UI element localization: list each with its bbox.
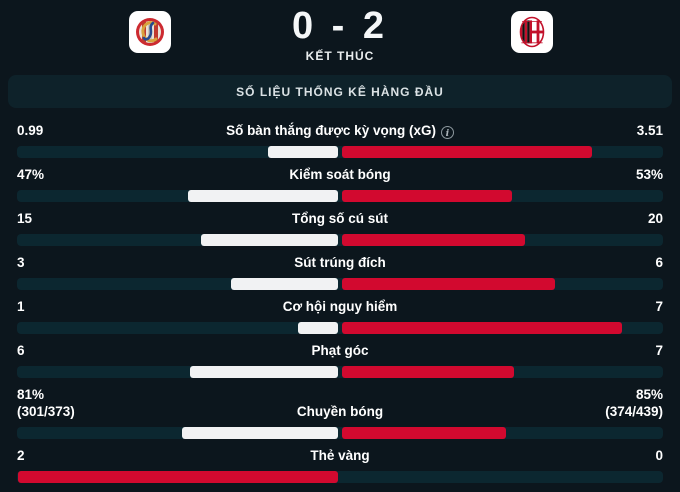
stat-header: 15 Tổng số cú súti 20 [17,210,663,227]
stat-row: 2 Thẻ vàngi 0 [17,447,663,483]
home-stat-bar [187,190,338,202]
stat-header: 0.99 Số bàn thắng được kỳ vọng (xG) i 3.5… [17,122,663,139]
away-stat-bar [342,278,556,290]
away-stat-bar [342,427,506,439]
away-stat-value: 85% (374/439) [605,387,663,419]
home-stat-value: 15 [17,211,33,226]
stat-row: 47% Kiểm soát bóngi 53% [17,166,663,202]
home-stat-bar [18,471,338,483]
stat-label: Kiểm soát bóng [289,167,391,182]
away-stat-value: 20 [647,211,663,226]
ac-milan-crest-icon [511,11,553,53]
home-team-logo[interactable] [128,10,172,54]
away-stat-bar [342,234,525,246]
stat-header: 3 Sút trúng đíchi 6 [17,254,663,271]
home-stat-bar [181,427,338,439]
away-stat-bar [342,322,623,334]
away-stat-bar [342,190,512,202]
stat-bar-track [17,471,663,483]
away-stat-value: 7 [655,299,664,314]
match-status: KẾT THÚC [305,49,375,63]
away-stat-value: 0 [655,448,664,463]
home-stat-bar [200,234,338,246]
home-stat-value: 1 [17,299,25,314]
stat-label: Phạt góc [311,343,369,358]
home-stat-bar [267,146,338,158]
stat-bar-track [17,146,663,158]
score-block: 0 - 2 KẾT THÚC [0,6,680,63]
stat-label: Tổng số cú sút [292,211,388,226]
stat-row: 6 Phạt góci 7 [17,342,663,378]
home-stat-bar [298,322,338,334]
home-stat-bar [231,278,338,290]
away-stat-bar [342,146,592,158]
away-stat-value: 3.51 [636,123,664,138]
stat-header: 1 Cơ hội nguy hiểmi 7 [17,298,663,315]
stats-section-title: SỐ LIỆU THỐNG KÊ HÀNG ĐẦU [236,84,444,99]
stat-row: 3 Sút trúng đíchi 6 [17,254,663,290]
home-stat-value: 47% [17,167,45,182]
stat-bar-track [17,234,663,246]
stat-bar-track [17,190,663,202]
home-stat-value: 0.99 [17,123,44,138]
info-icon[interactable]: i [440,126,454,139]
home-stat-value: 2 [17,448,25,463]
home-stat-value: 3 [17,255,25,270]
stats-section-header: SỐ LIỆU THỐNG KÊ HÀNG ĐẦU [8,75,672,108]
stat-bar-track [17,427,663,439]
stat-bar-track [17,366,663,378]
stat-label: Cơ hội nguy hiểm [282,299,398,314]
away-stat-value: 53% [635,167,664,182]
stat-header: 47% Kiểm soát bóngi 53% [17,166,663,183]
stat-bar-track [17,278,663,290]
stat-label: Số bàn thắng được kỳ vọng (xG) [226,123,436,138]
home-stat-bar [190,366,338,378]
stat-header: 6 Phạt góci 7 [17,342,663,359]
stat-header: 81%(301/373) Chuyền bóngi 85%(374/439) [17,386,663,420]
away-stat-value: 6 [655,255,663,270]
home-stat-value: 6 [17,343,25,358]
stat-row: 15 Tổng số cú súti 20 [17,210,663,246]
stat-row: 81%(301/373) Chuyền bóngi 85%(374/439) [17,386,663,439]
stat-bar-track [17,322,663,334]
stat-label: Sút trúng đích [294,255,386,270]
stats-list: 0.99 Số bàn thắng được kỳ vọng (xG) i 3.5… [0,108,680,483]
scoreboard: 0 - 2 KẾT THÚC [0,0,680,66]
stat-row: 1 Cơ hội nguy hiểmi 7 [17,298,663,334]
cremonese-crest-icon [129,11,171,53]
stat-header: 2 Thẻ vàngi 0 [17,447,663,464]
away-stat-value: 7 [655,343,664,358]
stat-label: Chuyền bóng [296,404,384,419]
away-stat-bar [342,366,515,378]
home-stat-value: 81% (301/373) [17,387,75,419]
stat-row: 0.99 Số bàn thắng được kỳ vọng (xG) i 3.5… [17,122,663,158]
stat-label: Thẻ vàng [310,448,370,463]
away-team-logo[interactable] [510,10,554,54]
match-score: 0 - 2 [291,5,389,47]
